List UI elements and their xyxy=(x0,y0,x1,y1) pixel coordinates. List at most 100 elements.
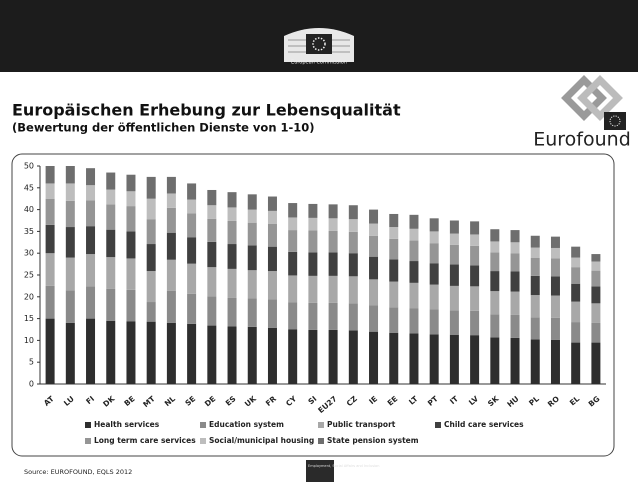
x-tick-label: SK xyxy=(486,393,501,408)
bar-segment xyxy=(348,276,358,304)
legend-label: Education system xyxy=(209,420,284,429)
x-tick-label: DE xyxy=(203,394,217,408)
chart-frame xyxy=(11,153,615,457)
bar-segment xyxy=(470,310,480,336)
bar-segment xyxy=(550,317,560,340)
bar-segment xyxy=(65,166,75,184)
x-tick-label: BG xyxy=(587,394,602,409)
bar-segment xyxy=(187,213,197,238)
eurofound-wordmark: Eurofound xyxy=(533,129,631,151)
bar-segment xyxy=(490,314,500,338)
bar-segment xyxy=(247,270,257,299)
bar-segment xyxy=(86,168,96,186)
legend-swatch xyxy=(200,438,206,444)
bar-segment xyxy=(510,314,520,338)
bar-segment xyxy=(530,339,540,384)
bar-segment xyxy=(247,245,257,271)
legend-swatch xyxy=(318,422,324,428)
bar-segment xyxy=(328,302,338,330)
bar-segment xyxy=(227,297,237,327)
x-tick-label: NL xyxy=(163,394,177,408)
bar-segment xyxy=(470,265,480,287)
bar-segment xyxy=(207,218,217,242)
bar-segment xyxy=(308,329,318,384)
bar-segment xyxy=(106,320,116,384)
bar-segment xyxy=(369,223,379,236)
bar-segment xyxy=(86,286,96,319)
bar-segment xyxy=(308,217,318,231)
bar-segment xyxy=(106,288,116,321)
bar-segment xyxy=(126,174,136,192)
x-tick-label: LV xyxy=(467,394,480,407)
bar-segment xyxy=(308,203,318,218)
bar-segment xyxy=(106,189,116,205)
bar-segment xyxy=(45,318,55,384)
bar-segment xyxy=(470,234,480,246)
bar-segment xyxy=(146,198,156,220)
x-tick-label: PT xyxy=(426,394,441,408)
y-tick-label: 0 xyxy=(29,380,34,389)
bar-segment xyxy=(126,206,136,232)
y-tick-label: 40 xyxy=(24,205,34,214)
bar-segment xyxy=(247,326,257,384)
bar-segment xyxy=(288,251,298,276)
bar-segment xyxy=(389,259,399,282)
x-tick-label: EL xyxy=(568,394,582,407)
bar-segment xyxy=(530,295,540,318)
bar-segment xyxy=(207,189,217,206)
bar-segment xyxy=(409,282,419,309)
bar-segment xyxy=(389,281,399,308)
bar-segment xyxy=(591,286,601,304)
bar-segment xyxy=(288,302,298,330)
legend-label: State pension system xyxy=(327,436,419,445)
bar-segment xyxy=(187,237,197,264)
x-tick-label: SE xyxy=(183,394,197,408)
bar-segment xyxy=(591,342,601,384)
bar-segment xyxy=(328,275,338,303)
legend-swatch xyxy=(318,438,324,444)
bar-segment xyxy=(86,185,96,201)
bar-segment xyxy=(591,254,601,262)
x-tick-label: BE xyxy=(122,394,136,408)
bar-segment xyxy=(146,219,156,245)
bar-segment xyxy=(267,210,277,224)
bar-segment xyxy=(288,203,298,218)
bar-segment xyxy=(247,298,257,327)
x-tick-label: MT xyxy=(141,394,157,410)
bar-segment xyxy=(247,222,257,246)
y-tick-label: 50 xyxy=(24,162,34,171)
bar-segment xyxy=(65,257,75,291)
slide-subtitle: (Bewertung der öffentlichen Dienste von … xyxy=(12,121,315,135)
x-tick-label: EE xyxy=(386,394,400,407)
bar-segment xyxy=(65,183,75,201)
bar-segment xyxy=(348,231,358,254)
bar-segment xyxy=(490,271,500,292)
bar-segment xyxy=(45,253,55,286)
bar-segment xyxy=(389,238,399,260)
bar-segment xyxy=(369,235,379,257)
bar-segment xyxy=(429,218,439,232)
bar-segment xyxy=(328,218,338,231)
slide-title: Europäischen Erhebung zur Lebensqualität xyxy=(12,101,401,120)
footer-badge-box xyxy=(306,460,334,482)
bar-segment xyxy=(348,205,358,220)
x-tick-label: EU27 xyxy=(316,394,338,415)
bar-segment xyxy=(308,275,318,303)
bar-segment xyxy=(571,283,581,302)
bar-segment xyxy=(591,261,601,271)
x-tick-label: AT xyxy=(42,394,56,408)
bar-segment xyxy=(267,246,277,272)
bar-segment xyxy=(490,291,500,315)
bar-segment xyxy=(227,220,237,245)
x-tick-label: DK xyxy=(101,393,117,408)
bar-segment xyxy=(490,229,500,242)
legend-label: Child care services xyxy=(444,420,524,429)
bar-segment xyxy=(288,217,298,231)
bar-segment xyxy=(348,330,358,384)
bar-segment xyxy=(470,335,480,384)
bar-segment xyxy=(65,227,75,258)
bar-segment xyxy=(267,271,277,300)
bar-segment xyxy=(166,232,176,260)
bar-segment xyxy=(369,331,379,384)
